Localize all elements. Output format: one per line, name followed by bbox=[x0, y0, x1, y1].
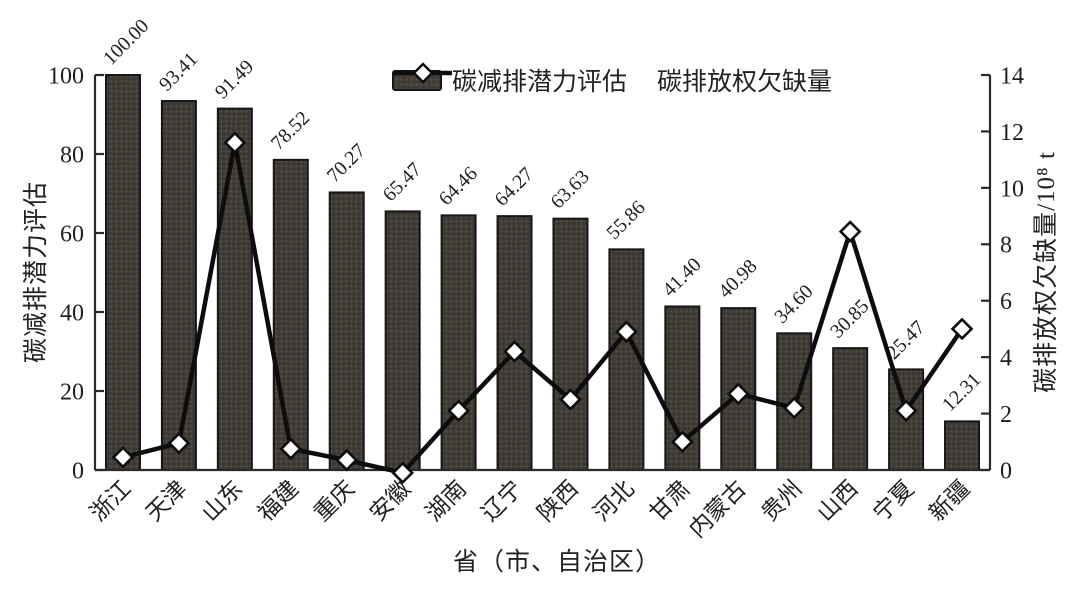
bar-安徽 bbox=[384, 210, 421, 471]
left-axis-title: 碳减排潜力评估 bbox=[23, 180, 50, 364]
diamond-marker-辽宁 bbox=[503, 340, 526, 363]
bar-新疆 bbox=[944, 420, 981, 471]
x-label-天津: 天津 bbox=[141, 476, 191, 526]
diamond-marker-河北 bbox=[615, 320, 638, 344]
x-label-安徽: 安徽 bbox=[365, 476, 415, 526]
diamond-marker-安徽 bbox=[391, 461, 414, 485]
bar-value-label: 91.49 bbox=[211, 56, 258, 103]
diamond-marker-湖南 bbox=[447, 399, 470, 423]
legend-label-bars: 碳减排潜力评估 bbox=[452, 69, 628, 96]
bar-浙江 bbox=[104, 74, 141, 471]
line-markers bbox=[111, 131, 974, 485]
x-label-河北: 河北 bbox=[589, 476, 639, 526]
svg-text:60: 60 bbox=[60, 221, 84, 247]
x-label-山东: 山东 bbox=[197, 476, 247, 526]
bar-山西 bbox=[832, 347, 869, 471]
diamond-marker-甘肃 bbox=[671, 430, 694, 454]
bar-福建 bbox=[272, 158, 309, 471]
diamond-marker-重庆 bbox=[335, 448, 359, 472]
bar-value-label: 93.41 bbox=[155, 48, 202, 95]
x-label-山西: 山西 bbox=[812, 476, 862, 526]
svg-text:0: 0 bbox=[1000, 458, 1012, 484]
bar-陕西 bbox=[552, 217, 589, 471]
diamond-marker-内蒙古 bbox=[726, 382, 750, 406]
x-label-内蒙古: 内蒙古 bbox=[684, 476, 750, 542]
svg-text:6: 6 bbox=[1000, 289, 1012, 315]
svg-text:0: 0 bbox=[72, 458, 84, 484]
diamond-marker-天津 bbox=[167, 431, 191, 455]
bar-重庆 bbox=[328, 191, 365, 471]
svg-text:10: 10 bbox=[1000, 176, 1024, 202]
bar-value-label: 41.40 bbox=[658, 254, 705, 301]
svg-text:100: 100 bbox=[48, 63, 84, 89]
x-label-宁夏: 宁夏 bbox=[868, 476, 918, 526]
bar-value-label: 100.00 bbox=[99, 15, 153, 69]
x-label-贵州: 贵州 bbox=[757, 476, 807, 526]
legend-label-line: 碳排放权欠缺量 bbox=[657, 69, 833, 96]
svg-text:2: 2 bbox=[1000, 402, 1012, 428]
svg-text:40: 40 bbox=[60, 300, 84, 326]
x-axis-title: 省（市、自治区） bbox=[452, 549, 662, 576]
x-label-陕西: 陕西 bbox=[533, 476, 583, 526]
x-label-辽宁: 辽宁 bbox=[477, 476, 527, 526]
svg-text:14: 14 bbox=[1000, 63, 1024, 89]
chart-legend: 碳减排潜力评估 碳排放权欠缺量 bbox=[392, 62, 832, 98]
bar-value-label: 64.27 bbox=[491, 163, 538, 210]
legend-item-line: 碳排放权欠缺量 bbox=[394, 62, 833, 98]
x-label-福建: 福建 bbox=[253, 476, 303, 526]
diamond-marker-山东 bbox=[223, 131, 247, 155]
right-axis-title: 碳排放权欠缺量/10⁸ t bbox=[1033, 151, 1060, 393]
bar-value-label: 12.31 bbox=[938, 369, 985, 416]
svg-text:12: 12 bbox=[1000, 120, 1024, 146]
left-axis-tick-labels: 0 20 40 60 80 100 bbox=[48, 63, 84, 484]
diamond-marker-山西 bbox=[838, 220, 862, 243]
bar-value-label: 78.52 bbox=[267, 107, 314, 154]
bar-value-label: 70.27 bbox=[323, 140, 370, 187]
x-label-浙江: 浙江 bbox=[85, 476, 135, 526]
diamond-marker-浙江 bbox=[111, 445, 135, 469]
diamond-marker-陕西 bbox=[559, 388, 582, 411]
right-axis-tick-labels: 0 2 4 6 8 10 12 14 bbox=[1000, 63, 1024, 484]
x-label-湖南: 湖南 bbox=[421, 476, 471, 526]
diamond-marker-新疆 bbox=[950, 317, 974, 341]
bar-湖南 bbox=[440, 214, 477, 471]
diamond-marker-宁夏 bbox=[894, 399, 918, 423]
svg-text:20: 20 bbox=[60, 379, 84, 405]
x-label-重庆: 重庆 bbox=[309, 476, 359, 526]
svg-text:4: 4 bbox=[1000, 346, 1012, 372]
bar-value-label: 63.63 bbox=[546, 166, 593, 213]
bar-value-label: 65.47 bbox=[379, 159, 426, 206]
diamond-marker-贵州 bbox=[782, 396, 806, 420]
line-diamond-swatch-icon bbox=[394, 62, 452, 84]
bar-value-label: 34.60 bbox=[770, 280, 817, 327]
diamond-marker-福建 bbox=[279, 437, 303, 461]
bar-value-label: 30.85 bbox=[826, 295, 873, 342]
bar-value-label: 55.86 bbox=[602, 197, 649, 244]
svg-text:80: 80 bbox=[60, 142, 84, 168]
x-label-新疆: 新疆 bbox=[924, 476, 974, 526]
bar-value-label: 64.46 bbox=[435, 163, 482, 210]
bar-天津 bbox=[160, 100, 197, 472]
svg-text:8: 8 bbox=[1000, 233, 1012, 259]
bar-山东 bbox=[216, 107, 253, 471]
bar-value-label: 40.98 bbox=[714, 255, 761, 302]
axes bbox=[93, 73, 992, 472]
x-label-甘肃: 甘肃 bbox=[645, 476, 695, 526]
line-series bbox=[122, 140, 964, 476]
